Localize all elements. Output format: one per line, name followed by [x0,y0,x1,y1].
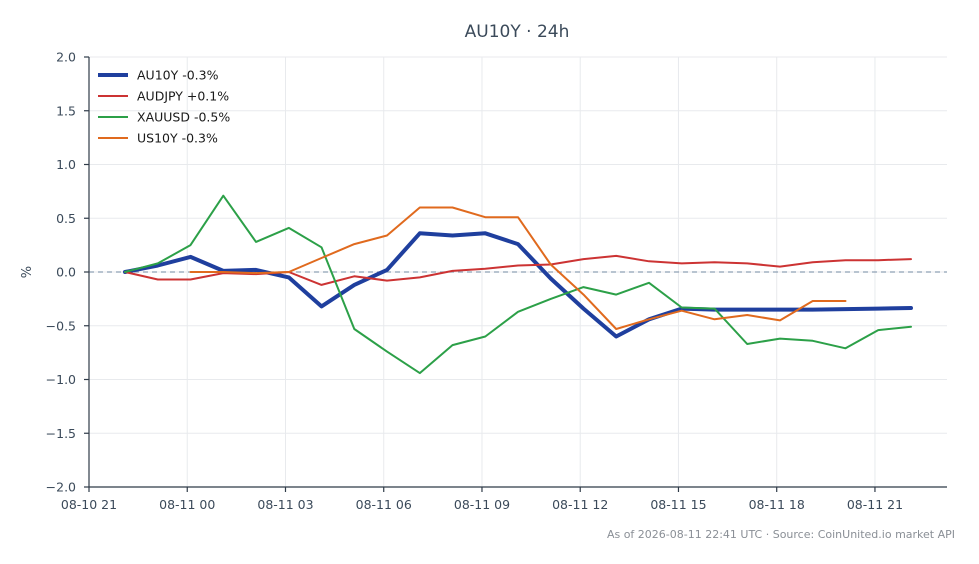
legend-label-3: US10Y -0.3% [137,131,218,146]
legend-label-1: AUDJPY +0.1% [137,89,229,104]
y-ticks: 2.0 1.5 1.0 0.5 0.0 −0.5 −1.0 −1.5 −2.0 [46,50,89,495]
y-tick-label-3: 0.5 [56,211,76,226]
series-line-2 [124,194,912,375]
x-tick-label-4: 08-11 09 [454,497,510,512]
series-line-0 [123,231,913,339]
x-tick-label-5: 08-11 12 [552,497,608,512]
y-tick-label-4: 0.0 [56,265,76,280]
x-tick-label-6: 08-11 15 [650,497,706,512]
y-tick-label-2: 1.0 [56,157,76,172]
y-tick-label-5: −0.5 [46,318,76,333]
series-line-1 [124,254,912,286]
x-ticks: 08-10 21 08-11 00 08-11 03 08-11 06 08-11 09… [61,487,903,512]
series-line-3 [189,206,847,330]
source-footer: As of 2026-08-11 22:41 UTC · Source: Coi… [607,528,955,541]
series-lines [123,194,913,375]
y-tick-label-7: −1.5 [46,426,76,441]
legend-label-0: AU10Y -0.3% [137,68,219,83]
x-tick-label-7: 08-11 18 [749,497,805,512]
y-tick-label-8: −2.0 [46,480,76,495]
x-tick-label-8: 08-11 21 [847,497,903,512]
y-axis-label: % [20,266,35,278]
chart-title: AU10Y · 24h [465,22,570,42]
x-tick-label-3: 08-11 06 [356,497,412,512]
x-tick-label-2: 08-11 03 [257,497,313,512]
y-tick-label-1: 1.5 [56,103,76,118]
legend: AU10Y -0.3% AUDJPY +0.1% XAUUSD -0.5% US10Y… [98,68,230,146]
legend-label-2: XAUUSD -0.5% [137,110,230,125]
x-tick-label-1: 08-11 00 [159,497,215,512]
y-tick-label-6: −1.0 [46,372,76,387]
x-tick-label-0: 08-10 21 [61,497,117,512]
y-tick-label-0: 2.0 [56,50,76,65]
